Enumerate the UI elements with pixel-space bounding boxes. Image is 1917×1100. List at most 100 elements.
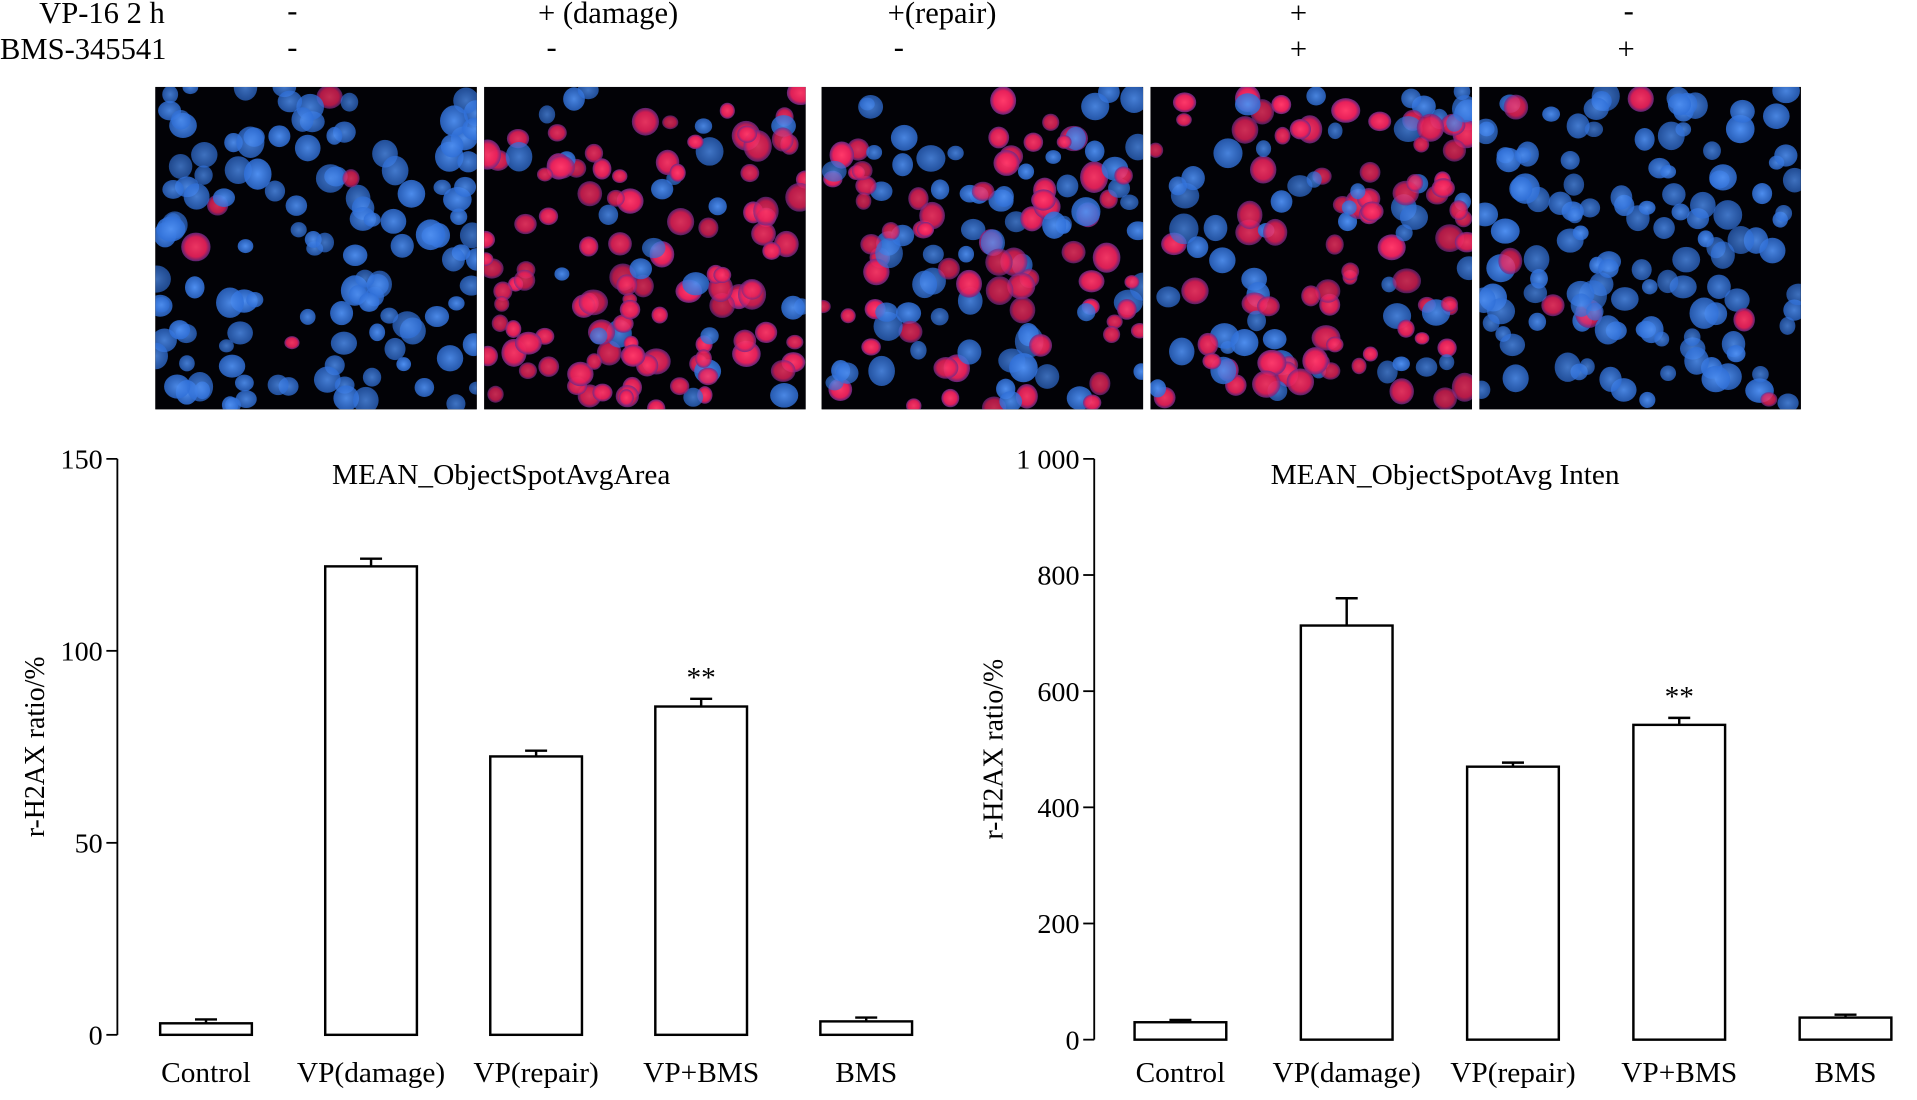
red-nucleus	[941, 388, 960, 408]
blue-nucleus	[1667, 93, 1692, 116]
blue-nucleus	[246, 291, 264, 308]
red-nucleus	[538, 356, 560, 377]
red-nucleus	[1197, 332, 1219, 356]
blue-nucleus	[234, 374, 254, 392]
significance-marker: **	[686, 662, 715, 694]
blue-nucleus	[1703, 141, 1721, 160]
red-nucleus	[1392, 268, 1422, 294]
blue-nucleus	[459, 275, 477, 296]
blue-nucleus	[892, 153, 914, 177]
blue-nucleus	[1523, 245, 1550, 274]
blue-nucleus	[1579, 198, 1601, 218]
blue-nucleus	[294, 134, 321, 162]
red-nucleus	[1437, 338, 1457, 358]
red-nucleus	[741, 280, 763, 300]
red-nucleus	[1092, 242, 1121, 273]
y-tick-label: 600	[1037, 677, 1079, 708]
blue-nucleus	[164, 374, 191, 399]
red-nucleus	[1760, 392, 1778, 407]
blue-nucleus	[1120, 194, 1139, 210]
blue-nucleus	[651, 178, 674, 200]
red-nucleus	[518, 362, 537, 380]
red-nucleus	[618, 389, 634, 406]
blue-nucleus	[440, 105, 469, 137]
blue-nucleus	[1572, 225, 1589, 241]
blue-nucleus	[1287, 175, 1313, 197]
blue-nucleus	[1133, 363, 1144, 380]
blue-nucleus	[1009, 353, 1038, 383]
red-nucleus	[1061, 240, 1086, 264]
marker-vp16-control: -	[287, 0, 298, 28]
blue-nucleus	[221, 396, 239, 410]
blue-nucleus	[414, 377, 435, 398]
red-nucleus	[851, 160, 873, 181]
blue-nucleus	[1017, 163, 1035, 180]
red-nucleus	[1503, 94, 1529, 120]
y-axis-label: r-H2AX ratio/%	[978, 659, 1009, 840]
blue-nucleus	[1156, 286, 1181, 308]
red-nucleus	[484, 230, 496, 249]
blue-nucleus	[912, 270, 938, 299]
red-nucleus	[916, 222, 935, 237]
bar	[1299, 624, 1394, 1041]
blue-nucleus	[598, 204, 619, 225]
blue-nucleus	[1579, 358, 1595, 375]
red-nucleus	[662, 115, 679, 130]
red-nucleus	[821, 299, 831, 314]
blue-nucleus	[1181, 166, 1205, 191]
x-tick-label: VP+BMS	[643, 1057, 759, 1089]
red-nucleus	[1181, 277, 1209, 305]
red-nucleus	[514, 331, 542, 355]
red-nucleus	[1449, 200, 1468, 221]
red-nucleus	[1124, 275, 1140, 289]
blue-nucleus	[243, 158, 272, 190]
blue-nucleus	[1560, 151, 1580, 170]
y-tick-label: 50	[75, 829, 103, 860]
red-nucleus	[1130, 323, 1144, 339]
blue-nucleus	[446, 394, 466, 410]
blue-nucleus	[1709, 164, 1737, 191]
red-nucleus	[1442, 139, 1467, 162]
red-nucleus	[956, 269, 982, 298]
red-nucleus	[620, 344, 646, 367]
y-tick-label: 0	[1066, 1025, 1080, 1056]
blue-nucleus	[1479, 380, 1491, 399]
blue-nucleus	[1752, 365, 1769, 383]
blue-nucleus	[352, 386, 379, 410]
red-nucleus	[632, 274, 654, 298]
red-nucleus	[1389, 378, 1414, 405]
blue-nucleus	[866, 145, 883, 160]
red-nucleus	[651, 306, 668, 324]
red-nucleus	[985, 276, 1014, 306]
blue-nucleus	[1631, 259, 1652, 281]
blue-nucleus	[895, 302, 922, 324]
red-nucleus	[1252, 370, 1281, 398]
red-nucleus	[586, 353, 602, 370]
blue-nucleus	[1611, 287, 1639, 311]
red-nucleus	[786, 86, 806, 106]
red-nucleus	[1360, 201, 1384, 222]
red-nucleus	[1056, 135, 1072, 149]
blue-nucleus	[1395, 224, 1413, 242]
red-nucleus	[1397, 319, 1415, 338]
red-nucleus	[1029, 333, 1053, 357]
red-nucleus	[1289, 119, 1311, 140]
blue-nucleus	[362, 367, 382, 387]
micrograph-control	[155, 86, 477, 410]
blue-nucleus	[1084, 140, 1105, 162]
marker-bms-repair: -	[893, 31, 904, 64]
blue-nucleus	[396, 357, 412, 372]
blue-nucleus	[1393, 116, 1423, 143]
blue-nucleus	[1479, 202, 1499, 227]
blue-nucleus	[930, 179, 950, 200]
blue-nucleus	[424, 305, 450, 327]
red-nucleus	[697, 367, 719, 386]
blue-nucleus	[1392, 356, 1410, 372]
blue-nucleus	[155, 342, 168, 370]
blue-nucleus	[958, 245, 975, 263]
blue-nucleus	[236, 126, 265, 158]
blue-nucleus	[1077, 303, 1096, 322]
blue-nucleus	[554, 267, 570, 281]
blue-nucleus	[1056, 174, 1079, 198]
